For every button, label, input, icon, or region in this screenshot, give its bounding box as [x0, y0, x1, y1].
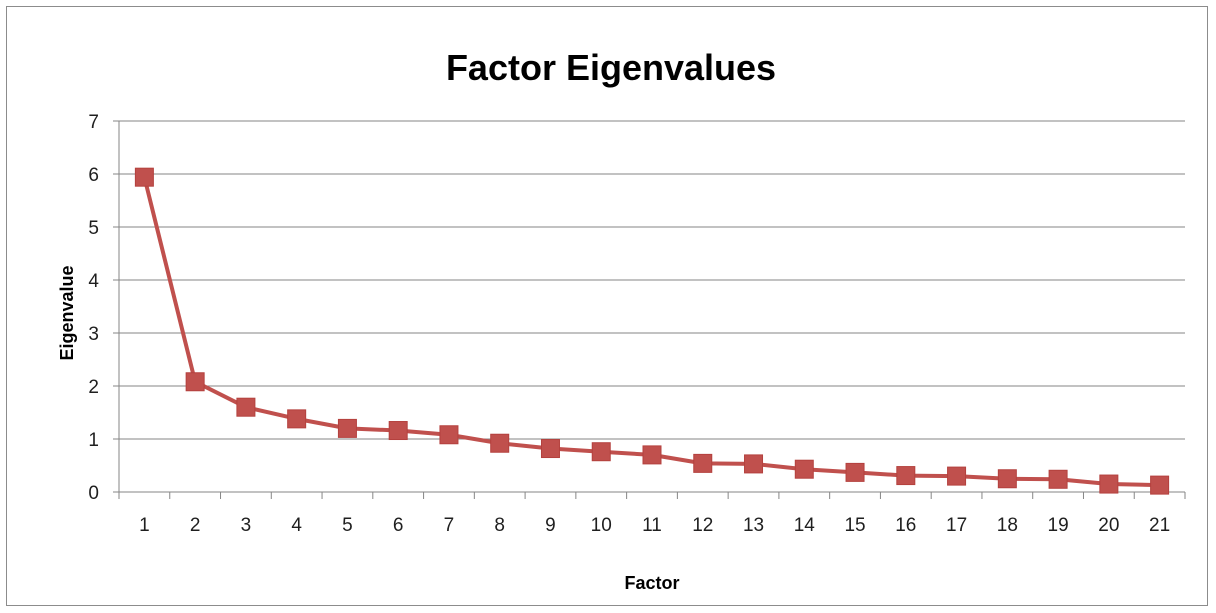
data-point-marker: [185, 372, 205, 392]
y-tick-label: 3: [88, 324, 99, 345]
data-point-marker: [337, 418, 357, 438]
y-axis-title: Eigenvalue: [57, 265, 77, 360]
x-axis-title: Factor: [624, 573, 679, 593]
data-point-marker: [439, 425, 459, 445]
data-point-marker: [591, 442, 611, 462]
y-tick-label: 5: [88, 218, 99, 239]
data-point-marker: [794, 459, 814, 479]
x-tick-label: 15: [844, 515, 865, 536]
x-tick-label: 4: [291, 515, 302, 536]
x-tick-label: 20: [1098, 515, 1119, 536]
x-tick-label: 16: [895, 515, 916, 536]
data-point-marker: [540, 439, 560, 459]
x-tick-label: 19: [1048, 515, 1069, 536]
x-tick-label: 8: [494, 515, 505, 536]
x-tick-label: 10: [591, 515, 612, 536]
data-point-marker: [642, 445, 662, 465]
data-point-marker: [744, 454, 764, 474]
y-tick-label: 1: [88, 430, 99, 451]
x-tick-label: 12: [692, 515, 713, 536]
data-point-marker: [947, 466, 967, 486]
y-tick-label: 2: [88, 377, 99, 398]
gridlines: [119, 120, 1185, 440]
x-tick-label: 13: [743, 515, 764, 536]
data-point-marker: [896, 466, 916, 486]
x-tick-label: 17: [946, 515, 967, 536]
x-tick-label: 5: [342, 515, 353, 536]
data-point-marker: [1150, 475, 1170, 495]
x-tick-label: 7: [444, 515, 455, 536]
data-point-marker: [997, 469, 1017, 489]
x-tick-label: 21: [1149, 515, 1170, 536]
x-tick-label: 2: [190, 515, 201, 536]
data-point-marker: [1099, 474, 1119, 494]
x-tick-label: 3: [241, 515, 252, 536]
data-point-marker: [388, 421, 408, 441]
data-point-marker: [845, 462, 865, 482]
y-tick-label: 0: [88, 483, 99, 504]
x-tick-label: 11: [642, 515, 662, 536]
x-tick-label: 1: [139, 515, 150, 536]
y-tick-label: 7: [88, 112, 99, 133]
data-point-marker: [490, 433, 510, 453]
data-point-marker: [1048, 469, 1068, 489]
y-tick-label: 6: [88, 165, 99, 186]
data-point-marker: [287, 409, 307, 429]
x-tick-label: 14: [794, 515, 816, 536]
x-tick-label: 9: [545, 515, 556, 536]
x-tick-label: 18: [997, 515, 1018, 536]
x-tick-label: 6: [393, 515, 404, 536]
data-point-marker: [134, 167, 154, 187]
data-point-marker: [236, 397, 256, 417]
data-series: [134, 167, 1170, 495]
data-point-marker: [693, 453, 713, 473]
chart-canvas: Factor Eigenvalues Eigenvalue Factor 012…: [57, 47, 1186, 593]
y-tick-label: 4: [88, 271, 99, 292]
chart-title: Factor Eigenvalues: [446, 47, 776, 88]
